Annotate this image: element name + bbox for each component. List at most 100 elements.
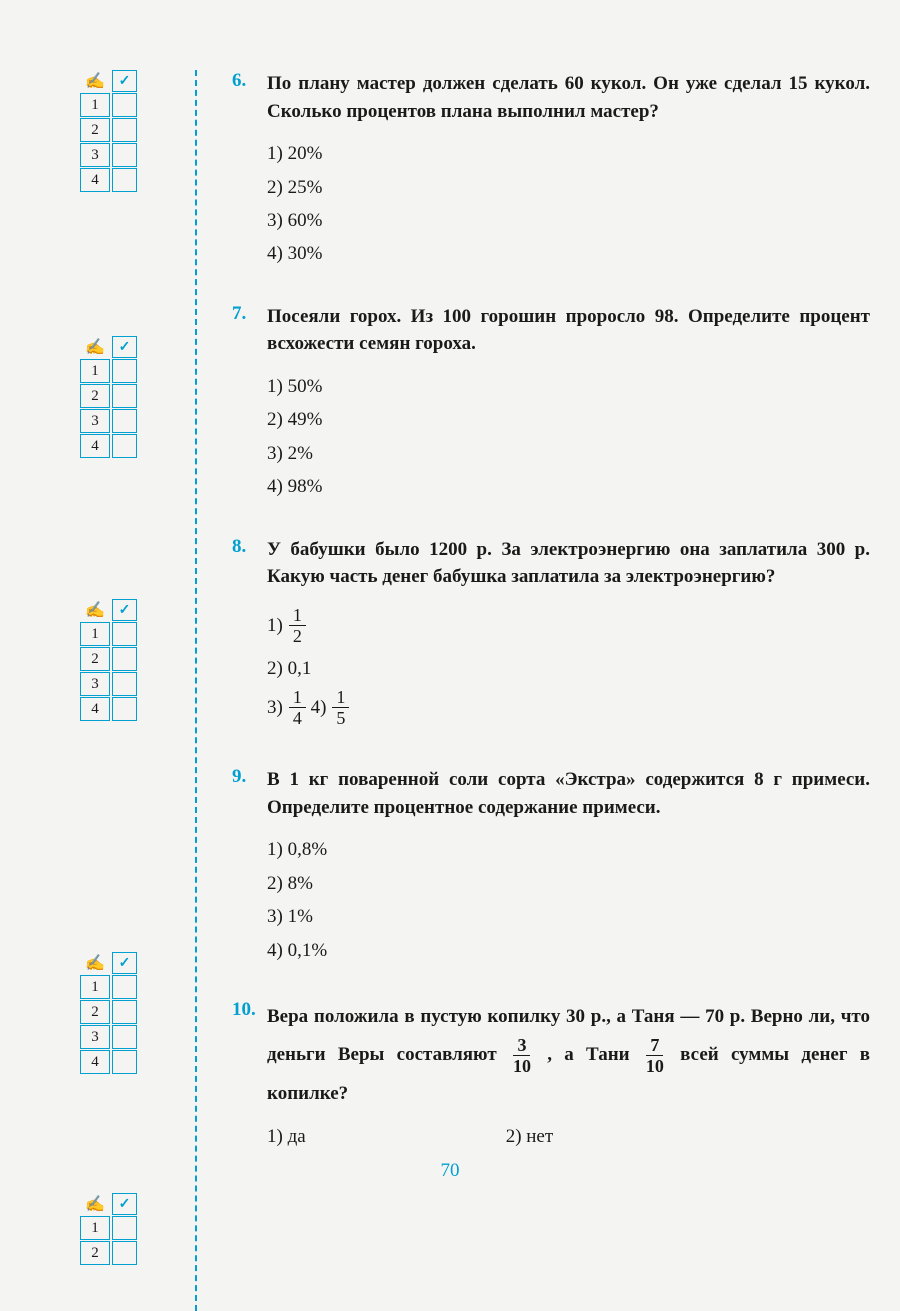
answer-option: 3) 2% (267, 439, 870, 468)
grid-box[interactable] (112, 1000, 137, 1024)
page-content: ✍ ✓ 1 2 3 4 ✍ ✓ 1 2 3 4 ✍ ✓ 1 (80, 70, 870, 1311)
answer-option: 1) 0,8% (267, 835, 870, 864)
grid-num: 1 (80, 359, 110, 383)
grid-num: 2 (80, 1000, 110, 1024)
problem: 10. Вера положила в пустую копилку 30 р.… (232, 999, 870, 1148)
answer-label: 3) (267, 693, 283, 722)
answer-option: 3) 1% (267, 902, 870, 931)
answer-list: 1) 20% 2) 25% 3) 60% 4) 30% (267, 139, 870, 269)
grid-box[interactable] (112, 93, 137, 117)
problem-question: В 1 кг поваренной соли сорта «Экстра» со… (267, 766, 870, 821)
page-number: 70 (441, 1160, 460, 1182)
answer-list: 1) 50% 2) 49% 3) 2% 4) 98% (267, 372, 870, 502)
grid-box[interactable] (112, 168, 137, 192)
grid-box[interactable] (112, 975, 137, 999)
grid-num: 2 (80, 118, 110, 142)
problem-question: У бабушки было 1200 р. За электроэнергию… (267, 536, 870, 591)
grid-box[interactable] (112, 359, 137, 383)
question-text: , а Тани (547, 1044, 642, 1065)
grid-num: 1 (80, 93, 110, 117)
grid-num: 2 (80, 647, 110, 671)
check-icon: ✓ (112, 599, 137, 621)
answer-list: 1) да 2) нет (267, 1126, 870, 1148)
grid-num: 4 (80, 697, 110, 721)
answer-grid: ✍ ✓ 1 2 3 4 (80, 336, 137, 459)
answer-grid: ✍ ✓ 1 2 3 4 (80, 70, 137, 193)
vertical-divider (195, 70, 197, 1311)
answer-option: 1) 20% (267, 139, 870, 168)
answer-list: 1) 0,8% 2) 8% 3) 1% 4) 0,1% (267, 835, 870, 965)
answer-grids-column: ✍ ✓ 1 2 3 4 ✍ ✓ 1 2 3 4 ✍ ✓ 1 (80, 70, 175, 1311)
grid-num: 1 (80, 622, 110, 646)
check-icon: ✓ (112, 952, 137, 974)
grid-num: 4 (80, 168, 110, 192)
grid-box[interactable] (112, 1216, 137, 1240)
pencil-icon: ✍ (80, 336, 110, 358)
fraction: 710 (642, 1035, 668, 1076)
grid-box[interactable] (112, 118, 137, 142)
answer-label: 4) (311, 693, 327, 722)
check-icon: ✓ (112, 336, 137, 358)
grid-box[interactable] (112, 1050, 137, 1074)
problem-number: 8. (232, 536, 267, 737)
answer-option: 2) 25% (267, 173, 870, 202)
problem-number: 9. (232, 766, 267, 969)
grid-num: 4 (80, 434, 110, 458)
problems-column: 6. По плану мастер должен сделать 60 кук… (217, 70, 870, 1311)
grid-num: 2 (80, 384, 110, 408)
answer-grid: ✍ ✓ 1 2 (80, 1193, 137, 1266)
answer-option: 4) 0,1% (267, 936, 870, 965)
grid-box[interactable] (112, 384, 137, 408)
pencil-icon: ✍ (80, 1193, 110, 1215)
grid-num: 1 (80, 1216, 110, 1240)
pencil-icon: ✍ (80, 952, 110, 974)
grid-num: 3 (80, 672, 110, 696)
answer-option: 4) 30% (267, 239, 870, 268)
grid-box[interactable] (112, 409, 137, 433)
grid-num: 3 (80, 1025, 110, 1049)
answer-option: 1) 50% (267, 372, 870, 401)
grid-box[interactable] (112, 647, 137, 671)
grid-num: 1 (80, 975, 110, 999)
fraction: 12 (289, 605, 306, 646)
grid-box[interactable] (112, 672, 137, 696)
grid-num: 3 (80, 143, 110, 167)
pencil-icon: ✍ (80, 599, 110, 621)
pencil-icon: ✍ (80, 70, 110, 92)
answer-grid: ✍ ✓ 1 2 3 4 (80, 599, 137, 722)
grid-num: 3 (80, 409, 110, 433)
grid-box[interactable] (112, 622, 137, 646)
problem-number: 6. (232, 70, 267, 273)
answer-option: 3) 60% (267, 206, 870, 235)
answer-option: 1) 12 (267, 605, 306, 646)
grid-num: 2 (80, 1241, 110, 1265)
answer-option: 1) да (267, 1126, 306, 1148)
grid-box[interactable] (112, 143, 137, 167)
answer-option: 2) нет (506, 1126, 553, 1148)
problem-number: 7. (232, 303, 267, 506)
answer-option: 4) 98% (267, 472, 870, 501)
answer-option: 2) 49% (267, 405, 870, 434)
grid-box[interactable] (112, 1241, 137, 1265)
check-icon: ✓ (112, 70, 137, 92)
problem-number: 10. (232, 999, 267, 1148)
check-icon: ✓ (112, 1193, 137, 1215)
problem-question: Посеяли горох. Из 100 горошин проросло 9… (267, 303, 870, 358)
answer-label: 1) (267, 611, 283, 640)
grid-box[interactable] (112, 697, 137, 721)
problem: 9. В 1 кг поваренной соли сорта «Экстра»… (232, 766, 870, 969)
answer-list: 1) 12 2) 0,1 3) 14 4) 15 (267, 605, 870, 736)
answer-option: 3) 14 (267, 687, 306, 728)
grid-box[interactable] (112, 434, 137, 458)
fraction: 310 (509, 1035, 535, 1076)
fraction: 15 (332, 687, 349, 728)
problem-question: По плану мастер должен сделать 60 кукол.… (267, 70, 870, 125)
fraction: 14 (289, 687, 306, 728)
problem: 8. У бабушки было 1200 р. За электроэнер… (232, 536, 870, 737)
answer-option: 4) 15 (311, 687, 350, 728)
grid-box[interactable] (112, 1025, 137, 1049)
problem-question: Вера положила в пустую копилку 30 р., а … (267, 999, 870, 1112)
grid-num: 4 (80, 1050, 110, 1074)
answer-grid: ✍ ✓ 1 2 3 4 (80, 952, 137, 1075)
problem: 6. По плану мастер должен сделать 60 кук… (232, 70, 870, 273)
